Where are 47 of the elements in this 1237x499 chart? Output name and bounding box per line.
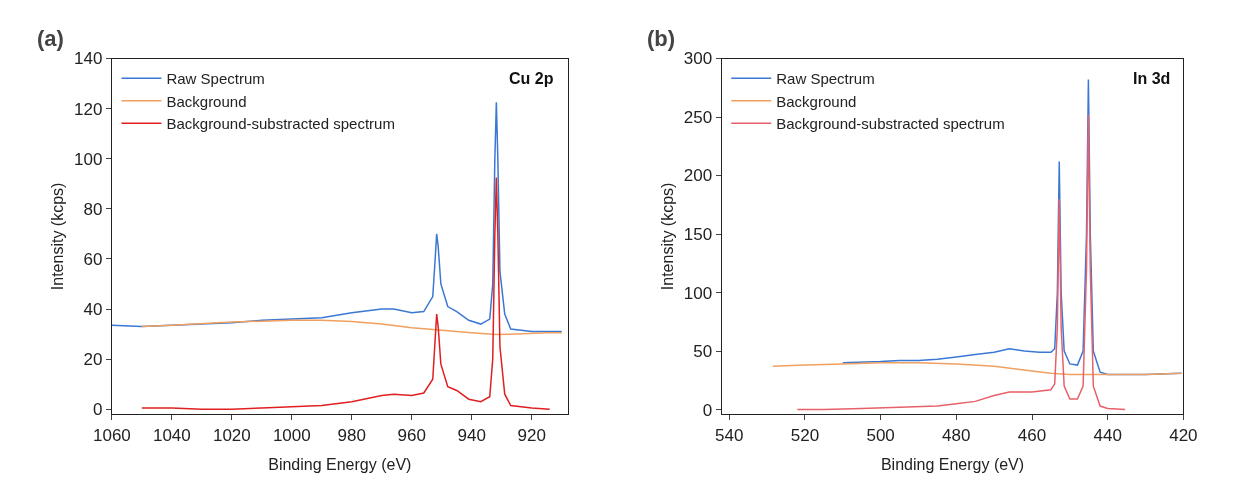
- x-tick-label: 1040: [152, 425, 191, 445]
- x-tick-label: 980: [337, 425, 366, 445]
- x-tick-label: 480: [942, 425, 971, 445]
- x-tick-label: 420: [1169, 425, 1198, 445]
- y-tick-label: 250: [683, 107, 713, 127]
- y-tick-label: 200: [683, 166, 713, 186]
- y-tick-label: 40: [83, 299, 103, 319]
- y-tick-label: 140: [74, 49, 103, 69]
- x-tick-label: 960: [397, 425, 426, 445]
- y-tick-label: 150: [683, 224, 713, 244]
- y-tick-label: 0: [93, 400, 103, 420]
- x-tick-label: 500: [866, 425, 895, 445]
- x-tick-label: 920: [517, 425, 546, 445]
- legend-label: Background: [776, 92, 857, 110]
- legend-label: Background-substracted spectrum: [776, 115, 1005, 133]
- legend-label: Raw Spectrum: [166, 70, 265, 88]
- x-axis-title: Binding Energy (eV): [268, 456, 412, 474]
- line-series: [141, 176, 551, 410]
- x-tick-label: 1060: [92, 425, 131, 445]
- line-series: [771, 362, 1183, 376]
- annotation: Cu 2p: [509, 70, 554, 87]
- x-tick-label: 540: [715, 425, 744, 445]
- x-tick-label: 1000: [272, 425, 311, 445]
- legend-label: Background-substracted spectrum: [166, 115, 395, 133]
- x-tick-label: 440: [1093, 425, 1122, 445]
- line-series: [141, 319, 563, 336]
- x-tick-label: 1020: [212, 425, 251, 445]
- annotation: In 3d: [1133, 70, 1171, 87]
- x-tick-label: 520: [790, 425, 820, 445]
- y-axis-title: Intensity (kcps): [49, 182, 67, 291]
- y-tick-label: 60: [83, 249, 103, 269]
- y-tick-label: 0: [702, 400, 713, 420]
- x-tick-label: 940: [457, 425, 486, 445]
- legend-label: Raw Spectrum: [776, 70, 875, 88]
- text: (a): [37, 26, 64, 51]
- x-tick-label: 460: [1017, 425, 1047, 445]
- text: (b): [647, 26, 676, 51]
- y-tick-label: 20: [83, 350, 103, 370]
- x-axis-title: Binding Energy (eV): [880, 456, 1025, 474]
- y-tick-label: 80: [83, 199, 103, 219]
- y-tick-label: 100: [74, 149, 103, 169]
- y-tick-label: 120: [74, 99, 103, 119]
- y-axis-title: Intensity (kcps): [658, 182, 676, 291]
- y-tick-label: 100: [683, 283, 713, 303]
- y-tick-label: 300: [683, 49, 713, 69]
- y-tick-label: 50: [693, 342, 713, 362]
- legend-label: Background: [166, 92, 247, 110]
